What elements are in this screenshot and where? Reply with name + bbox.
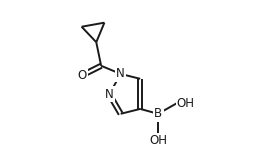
Text: N: N	[116, 67, 125, 80]
Text: OH: OH	[177, 97, 195, 110]
Text: B: B	[154, 107, 162, 120]
Text: O: O	[77, 69, 86, 82]
Text: N: N	[105, 88, 114, 101]
Text: OH: OH	[149, 134, 167, 147]
